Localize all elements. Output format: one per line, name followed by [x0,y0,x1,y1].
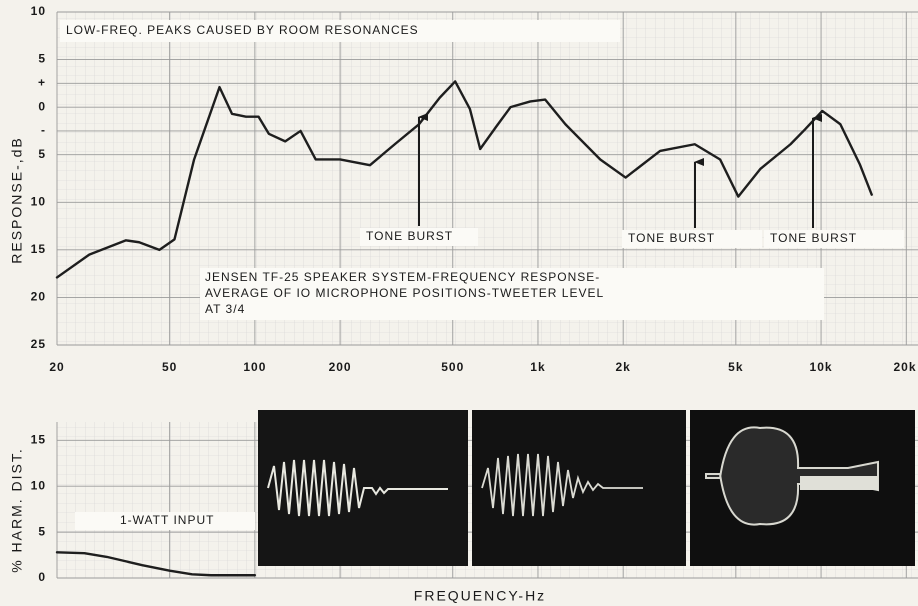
note-line: AT 3/4 [205,302,245,316]
annotation: TONE BURST [366,229,453,243]
y-tick-label: 0 [38,99,46,113]
scope-photos [258,410,915,566]
y-tick-label: 10 [31,194,46,208]
y-tick-label: 5 [38,52,46,66]
annotation: 1-WATT INPUT [120,513,214,527]
x-tick-label: 1k [530,360,545,374]
y-tick-label: 15 [31,433,46,447]
chart: LOW-FREQ. PEAKS CAUSED BY ROOM RESONANCE… [0,0,918,606]
annotation: LOW-FREQ. PEAKS CAUSED BY ROOM RESONANCE… [66,23,419,37]
note-line: JENSEN TF-25 SPEAKER SYSTEM-FREQUENCY RE… [205,270,600,284]
y-tick-label: 10 [31,4,46,18]
y-tick-label: 5 [38,524,46,538]
annotation: TONE BURST [628,231,715,245]
x-tick-label: 20k [893,360,916,374]
x-tick-label: 200 [329,360,352,374]
x-tick-label: 50 [162,360,177,374]
y-tick-label: 15 [31,242,46,256]
y-tick-label: 20 [31,290,46,304]
y-axis-label: RESPONSE-,dB [9,136,25,263]
x-tick-label: 2k [616,360,631,374]
y-tick-label: 25 [31,337,46,351]
y-tick-label: + [38,76,46,90]
y-tick-label: - [41,123,46,137]
scope-burst [800,476,878,490]
y-axis-label: % HARM. DIST. [9,447,25,573]
annotation: TONE BURST [770,231,857,245]
y-tick-label: 10 [31,478,46,492]
y-tick-label: 0 [38,570,46,584]
note-line: AVERAGE OF IO MICROPHONE POSITIONS-TWEET… [205,286,604,300]
y-tick-label: 5 [38,147,46,161]
x-tick-label: 20 [49,360,64,374]
scope-photo [472,410,686,566]
x-tick-label: 5k [728,360,743,374]
x-tick-label: 100 [243,360,266,374]
x-tick-label: 500 [441,360,464,374]
x-axis-label: FREQUENCY-Hz [414,588,546,604]
x-tick-label: 10k [810,360,833,374]
